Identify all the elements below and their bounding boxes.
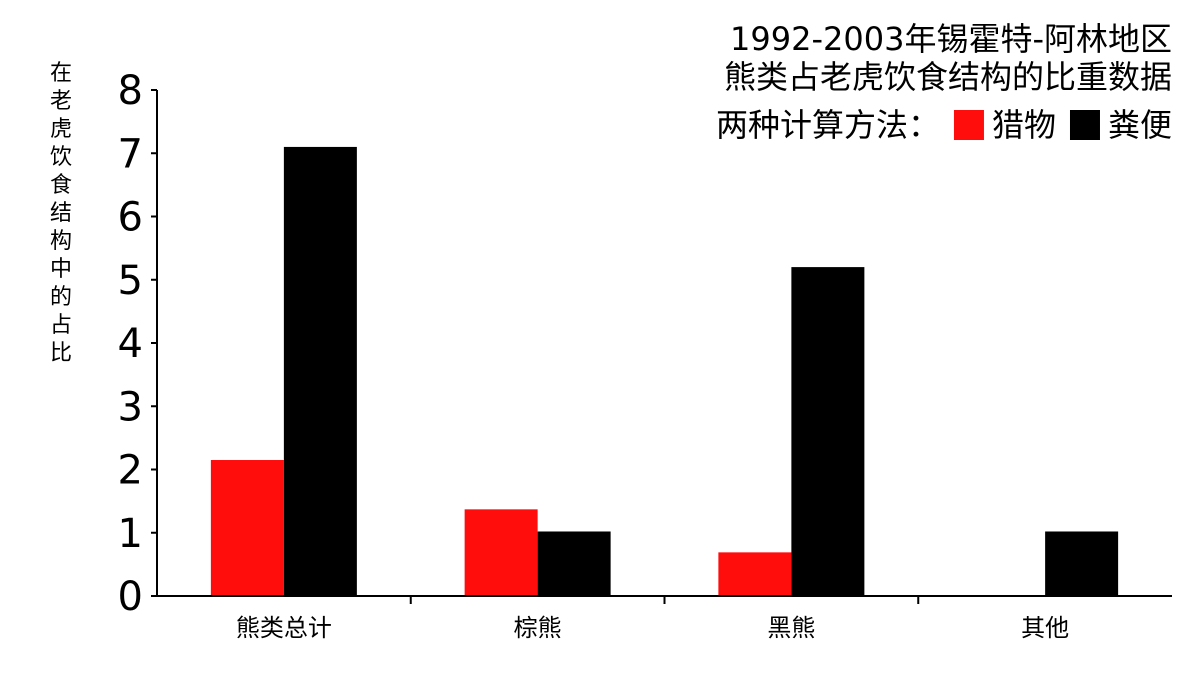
legend-swatch-prey bbox=[953, 110, 984, 140]
y-tick-label: 1 bbox=[118, 511, 143, 557]
bar-prey bbox=[718, 552, 792, 596]
x-category-label: 棕熊 bbox=[514, 614, 562, 642]
bar-prey bbox=[210, 460, 284, 596]
y-tick-label: 3 bbox=[118, 384, 143, 430]
y-axis-label-char: 虎 bbox=[50, 117, 72, 142]
y-tick-label: 2 bbox=[118, 448, 143, 494]
x-axis: 熊类总计 棕熊 黑熊 其他 bbox=[157, 595, 1172, 642]
x-category-label: 熊类总计 bbox=[236, 614, 332, 642]
y-axis-label-char: 结 bbox=[50, 201, 72, 226]
y-axis-label-char: 在 bbox=[50, 61, 72, 86]
y-axis-label-char: 食 bbox=[50, 173, 72, 198]
bar-feces bbox=[791, 267, 865, 596]
y-axis-label-char: 占 bbox=[50, 313, 72, 338]
legend-label-feces: 粪便 bbox=[1108, 106, 1172, 144]
y-axis-label-char: 中 bbox=[50, 257, 72, 282]
bar-feces bbox=[283, 146, 357, 597]
chart-title-line-1: 1992-2003年锡霍特-阿林地区 bbox=[730, 20, 1172, 58]
bar-feces bbox=[1045, 531, 1119, 596]
y-axis-label-char: 比 bbox=[50, 341, 72, 366]
x-category-label: 其他 bbox=[1021, 614, 1069, 642]
y-tick-label: 4 bbox=[118, 321, 143, 367]
y-tick-label: 8 bbox=[118, 68, 143, 114]
chart-title-line-2: 熊类占老虎饮食结构的比重数据 bbox=[724, 58, 1172, 96]
chart-title: 1992-2003年锡霍特-阿林地区 熊类占老虎饮食结构的比重数据 bbox=[724, 20, 1172, 96]
y-axis-label-char: 构 bbox=[50, 229, 72, 254]
legend: 两种计算方法： 猎物 粪便 bbox=[716, 106, 1172, 144]
bar-prey bbox=[464, 509, 538, 596]
y-axis: 0 1 2 3 4 5 6 7 8 bbox=[118, 68, 158, 620]
y-tick-label: 7 bbox=[118, 131, 143, 177]
y-axis-label-char: 老 bbox=[50, 89, 72, 114]
y-tick-label: 0 bbox=[118, 574, 143, 620]
x-category-label: 黑熊 bbox=[767, 614, 815, 642]
legend-label-prey: 猎物 bbox=[992, 106, 1056, 144]
bar-feces bbox=[537, 531, 611, 596]
y-axis-label-char: 饮 bbox=[50, 145, 72, 170]
legend-swatch-feces bbox=[1069, 110, 1100, 140]
y-axis-label: 在老虎饮食结构中的占比 bbox=[50, 61, 72, 366]
y-tick-label: 5 bbox=[118, 258, 143, 304]
bars bbox=[210, 146, 1119, 597]
legend-prefix: 两种计算方法： bbox=[716, 106, 940, 144]
y-tick-label: 6 bbox=[118, 195, 143, 241]
y-axis-label-char: 的 bbox=[50, 285, 72, 310]
